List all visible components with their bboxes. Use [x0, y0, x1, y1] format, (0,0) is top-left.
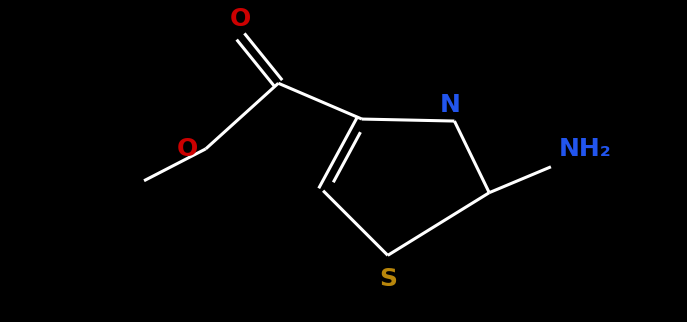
Text: NH₂: NH₂	[559, 137, 611, 161]
Text: N: N	[440, 93, 461, 117]
Text: O: O	[177, 137, 198, 161]
Text: O: O	[230, 6, 251, 31]
Text: S: S	[379, 267, 397, 291]
